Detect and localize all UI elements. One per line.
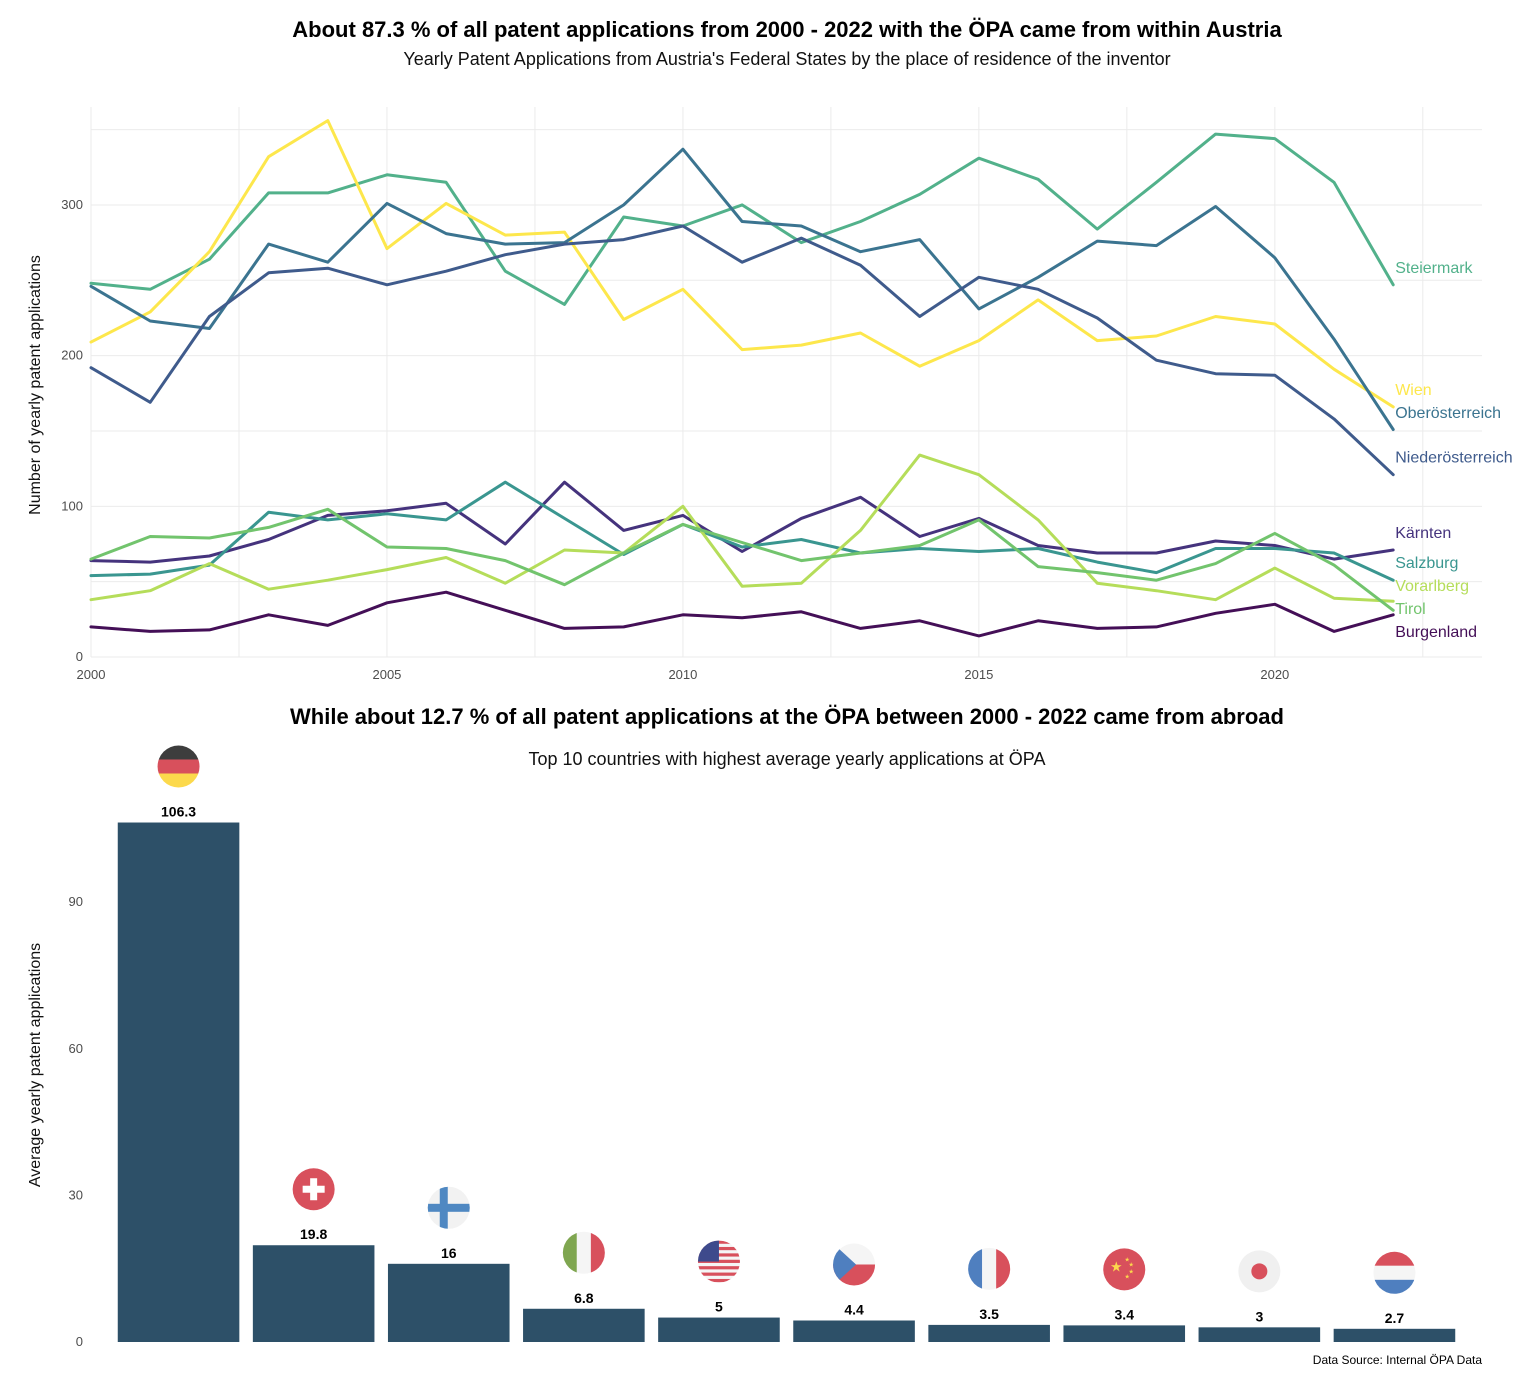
line-x-tick-label: 2015 bbox=[964, 667, 993, 682]
bar-ch bbox=[252, 1245, 375, 1342]
line-chart-axes: 0 100 200 300 2000 2005 2010 2015 2020 bbox=[61, 197, 1289, 682]
de-flag-icon bbox=[157, 745, 201, 789]
bar-fi bbox=[387, 1263, 510, 1342]
bar-value-label: 19.8 bbox=[300, 1226, 327, 1242]
bar-value-label: 5 bbox=[715, 1299, 723, 1315]
bar-value-label: 4.4 bbox=[844, 1301, 864, 1317]
bar-cz bbox=[793, 1320, 915, 1342]
series-label-oberösterreich: Oberösterreich bbox=[1395, 405, 1501, 422]
line-chart-series bbox=[89, 119, 1395, 638]
bar-chart-title: While about 12.7 % of all patent applica… bbox=[290, 704, 1284, 729]
line-x-tick-label: 2020 bbox=[1260, 667, 1289, 682]
bar-value-label: 106.3 bbox=[161, 804, 196, 820]
series-line-steiermark bbox=[89, 132, 1395, 306]
data-source-note: Data Source: Internal ÖPA Data bbox=[1313, 1353, 1483, 1367]
bar-value-label: 3 bbox=[1255, 1308, 1263, 1324]
bar-value-label: 6.8 bbox=[574, 1290, 594, 1306]
series-label-kärnten: Kärnten bbox=[1395, 525, 1451, 542]
jp-flag-icon bbox=[1238, 1250, 1281, 1293]
series-line-kärnten bbox=[89, 480, 1395, 564]
series-line-tirol bbox=[89, 507, 1395, 612]
bar-us bbox=[658, 1317, 780, 1342]
bar-chart-y-axis-label: Average yearly patent applications bbox=[27, 943, 44, 1187]
bar-cn bbox=[1063, 1325, 1186, 1342]
series-line-burgenland bbox=[89, 590, 1395, 638]
cz-flag-icon bbox=[832, 1242, 876, 1286]
ch-flag-icon bbox=[292, 1168, 335, 1211]
series-label-vorarlberg: Vorarlberg bbox=[1395, 578, 1469, 595]
series-label-salzburg: Salzburg bbox=[1395, 555, 1458, 572]
bar-value-label: 2.7 bbox=[1385, 1310, 1405, 1326]
line-chart-subtitle: Yearly Patent Applications from Austria'… bbox=[403, 49, 1170, 69]
bar-value-label: 16 bbox=[441, 1245, 457, 1261]
bar-chart-value-labels: 106.3 19.8 16 6.8 5 4.4 3.5 3.4 3 2.7 bbox=[161, 804, 1404, 1326]
nl-flag-icon bbox=[1372, 1251, 1416, 1295]
us-flag-icon bbox=[697, 1240, 741, 1284]
series-line-wien bbox=[89, 119, 1395, 409]
series-label-steiermark: Steiermark bbox=[1395, 260, 1473, 277]
bar-y-tick-label: 30 bbox=[69, 1187, 83, 1202]
series-label-burgenland: Burgenland bbox=[1395, 624, 1477, 641]
bar-y-tick-label: 90 bbox=[69, 894, 83, 909]
bar-fr bbox=[928, 1324, 1050, 1342]
bar-it bbox=[523, 1308, 645, 1342]
cn-flag-icon bbox=[1103, 1248, 1146, 1291]
fi-flag-icon bbox=[427, 1186, 471, 1230]
line-x-tick-label: 2010 bbox=[668, 667, 697, 682]
bar-y-tick-label: 0 bbox=[76, 1334, 83, 1349]
series-line-vorarlberg bbox=[89, 453, 1395, 603]
line-y-tick-label: 300 bbox=[61, 197, 83, 212]
series-label-niederösterreich: Niederösterreich bbox=[1395, 450, 1512, 467]
line-chart-title: About 87.3 % of all patent applications … bbox=[292, 17, 1282, 42]
series-line-niederösterreich bbox=[89, 224, 1395, 477]
bar-chart-subtitle: Top 10 countries with highest average ye… bbox=[529, 749, 1046, 769]
line-y-tick-label: 200 bbox=[61, 348, 83, 363]
bar-y-tick-label: 60 bbox=[69, 1041, 83, 1056]
bar-value-label: 3.4 bbox=[1115, 1306, 1135, 1322]
bar-chart-bars bbox=[117, 822, 1456, 1342]
fr-flag-icon bbox=[967, 1247, 1011, 1291]
series-label-tirol: Tirol bbox=[1395, 601, 1426, 618]
line-y-tick-label: 100 bbox=[61, 498, 83, 513]
line-x-tick-label: 2000 bbox=[77, 667, 106, 682]
series-label-wien: Wien bbox=[1395, 382, 1431, 399]
series-line-salzburg bbox=[89, 480, 1395, 582]
bar-nl bbox=[1333, 1328, 1456, 1342]
bar-chart-axes: 0 30 60 90 bbox=[69, 894, 83, 1349]
bar-jp bbox=[1198, 1327, 1321, 1342]
line-y-tick-label: 0 bbox=[76, 649, 83, 664]
line-x-tick-label: 2005 bbox=[372, 667, 401, 682]
line-chart-y-axis-label: Number of yearly patent applications bbox=[27, 255, 44, 515]
series-line-oberösterreich bbox=[89, 147, 1395, 431]
line-chart-grid bbox=[90, 107, 1482, 658]
bar-value-label: 3.5 bbox=[979, 1306, 999, 1322]
bar-de bbox=[117, 822, 240, 1342]
it-flag-icon bbox=[562, 1231, 606, 1275]
bar-chart-flags bbox=[157, 745, 1417, 1295]
line-chart-series-labels: Steiermark Wien Oberösterreich Niederösterr… bbox=[1395, 260, 1512, 641]
